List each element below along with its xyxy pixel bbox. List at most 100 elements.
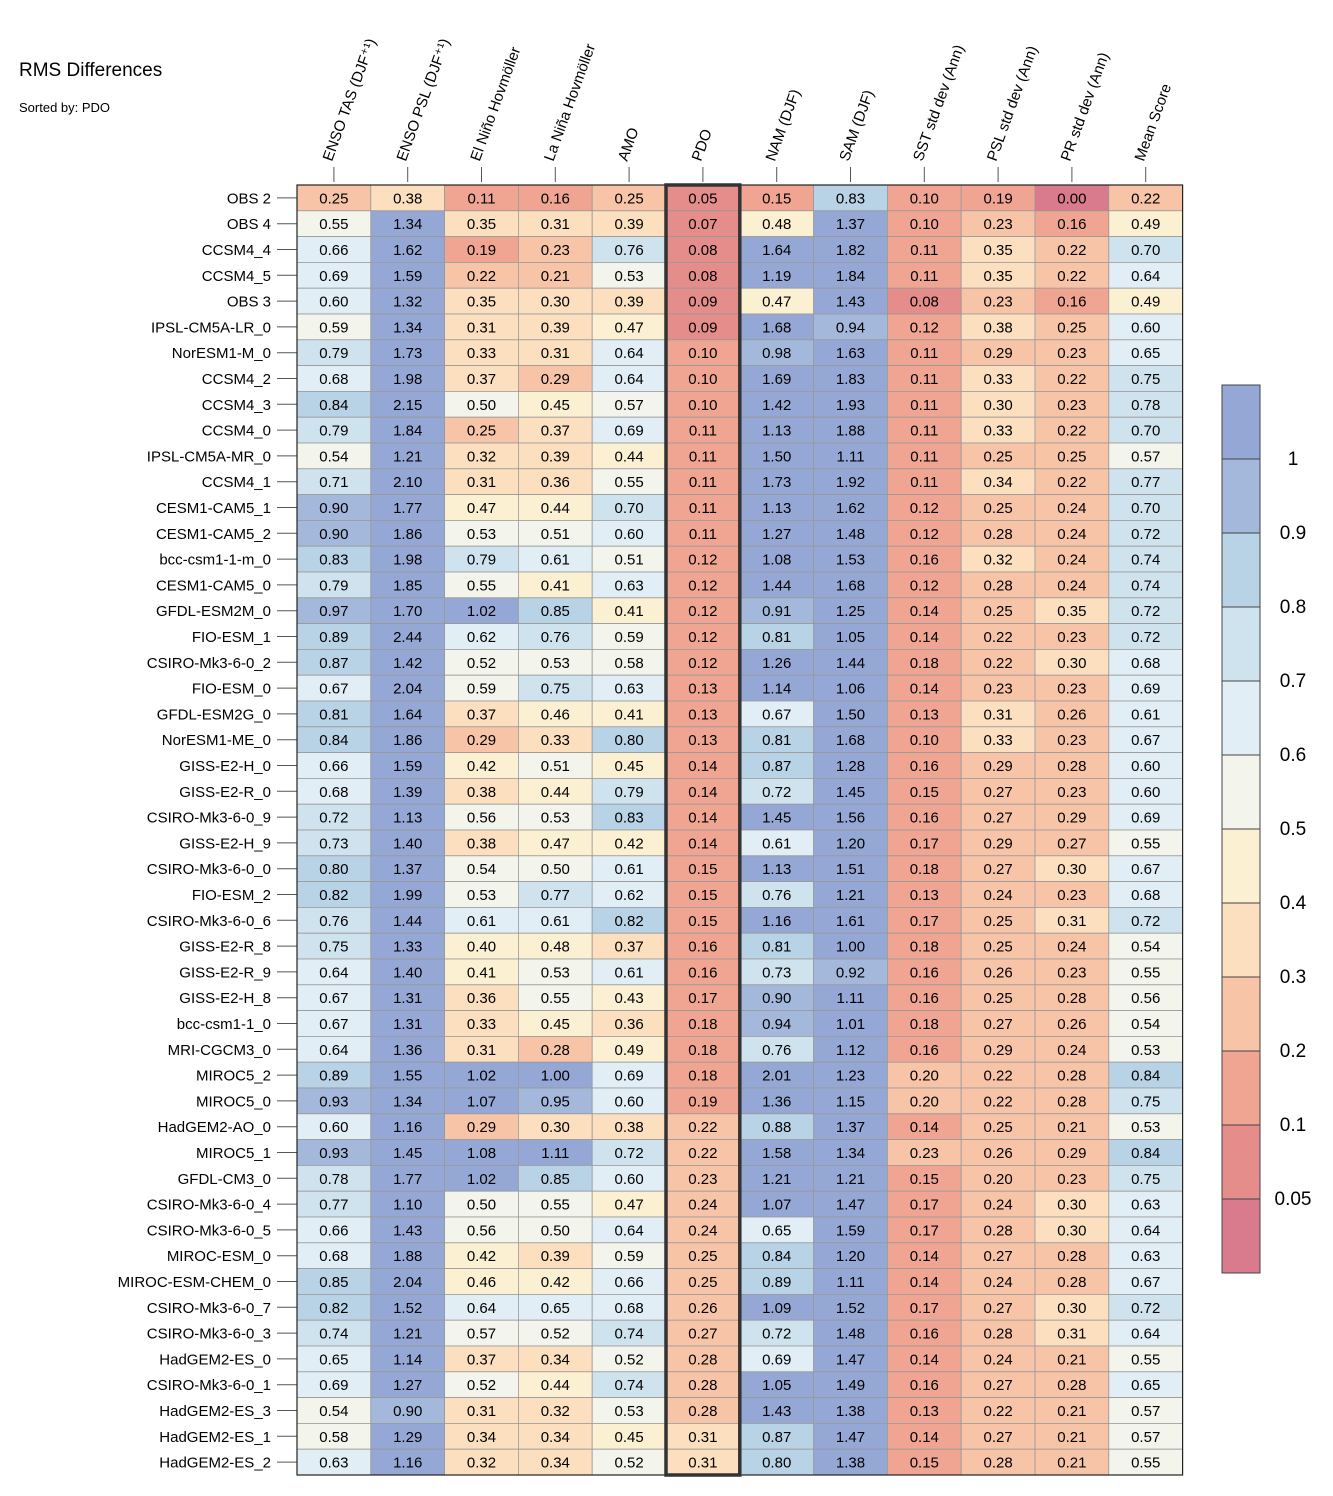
cell-value: 0.60 xyxy=(614,526,643,543)
cell-value: 0.09 xyxy=(688,319,717,336)
heatmap-cell xyxy=(960,1294,1036,1321)
heatmap-cell xyxy=(960,1061,1036,1089)
cell-value: 1.16 xyxy=(393,1119,422,1136)
cell-value: 0.56 xyxy=(467,1222,496,1239)
cell-value: 1.34 xyxy=(393,216,422,233)
heatmap-cell xyxy=(739,1242,814,1270)
heatmap-cell xyxy=(960,778,1036,805)
cell-value: 0.22 xyxy=(1057,423,1086,440)
cell-value: 0.55 xyxy=(319,216,348,233)
cell-value: 0.67 xyxy=(762,706,791,723)
cell-value: 0.84 xyxy=(1131,1145,1160,1162)
cell-value: 0.76 xyxy=(541,629,570,646)
cell-value: 0.21 xyxy=(1057,1119,1086,1136)
cell-value: 0.25 xyxy=(983,990,1012,1007)
cell-value: 0.34 xyxy=(467,1429,496,1446)
cell-value: 0.31 xyxy=(467,1042,496,1059)
cell-value: 0.23 xyxy=(983,681,1012,698)
heatmap-cell xyxy=(591,932,667,960)
cell-value: 0.31 xyxy=(688,1429,717,1446)
heatmap-cell xyxy=(1034,339,1110,366)
cell-value: 1.82 xyxy=(836,242,865,259)
heatmap-cell xyxy=(518,1113,593,1141)
heatmap-cell xyxy=(1108,1345,1184,1373)
cell-value: 0.15 xyxy=(688,913,717,930)
heatmap-cell xyxy=(887,1139,962,1166)
cell-value: 0.22 xyxy=(983,1093,1012,1110)
heatmap-cell xyxy=(665,1061,741,1089)
heatmap-cell xyxy=(1034,520,1110,547)
cell-value: 0.54 xyxy=(467,861,496,878)
cell-value: 0.23 xyxy=(1057,397,1086,414)
row-label: CESM1-CAM5_0 xyxy=(156,577,271,594)
cell-value: 0.28 xyxy=(541,1042,570,1059)
cell-value: 0.11 xyxy=(689,500,717,517)
heatmap-cell xyxy=(960,1345,1036,1373)
cell-value: 0.29 xyxy=(1057,810,1086,827)
heatmap-cell xyxy=(887,1165,962,1192)
cell-value: 0.50 xyxy=(467,397,496,414)
cell-value: 0.24 xyxy=(1057,1042,1086,1059)
cell-value: 0.70 xyxy=(1131,423,1160,440)
cell-value: 1.44 xyxy=(762,577,791,594)
cell-value: 1.07 xyxy=(467,1093,496,1110)
cell-value: 0.60 xyxy=(1131,758,1160,775)
cell-value: 0.42 xyxy=(541,1274,570,1291)
cell-value: 1.13 xyxy=(393,810,422,827)
cell-value: 0.77 xyxy=(541,887,570,904)
row-label: CSIRO-Mk3-6-0_3 xyxy=(147,1326,271,1343)
cell-value: 0.43 xyxy=(614,990,643,1007)
heatmap-cell xyxy=(1034,210,1110,238)
cell-value: 0.68 xyxy=(1131,655,1160,672)
cell-value: 0.10 xyxy=(688,397,717,414)
cell-value: 0.68 xyxy=(1131,887,1160,904)
cell-value: 0.38 xyxy=(614,1119,643,1136)
cell-value: 0.23 xyxy=(541,242,570,259)
cell-value: 0.38 xyxy=(467,784,496,801)
cell-value: 0.23 xyxy=(910,1145,939,1162)
heatmap-cell xyxy=(370,726,445,753)
cell-value: 0.79 xyxy=(319,423,348,440)
heatmap-cell xyxy=(665,210,741,238)
cell-value: 1.08 xyxy=(467,1145,496,1162)
cell-value: 0.29 xyxy=(467,1119,496,1136)
cell-value: 0.14 xyxy=(910,1119,939,1136)
heatmap-cell xyxy=(591,803,667,831)
row-label: FIO-ESM_0 xyxy=(192,681,271,698)
heatmap-cell xyxy=(813,1294,888,1321)
heatmap-cell xyxy=(887,1190,962,1218)
row-label: CCSM4_4 xyxy=(202,242,271,259)
cell-value: 0.55 xyxy=(541,1197,570,1214)
cell-value: 0.53 xyxy=(614,1403,643,1420)
cell-value: 0.30 xyxy=(1057,861,1086,878)
cell-value: 1.88 xyxy=(836,423,865,440)
cell-value: 0.81 xyxy=(762,939,791,956)
cell-value: 0.60 xyxy=(1131,319,1160,336)
heatmap-cell xyxy=(739,545,814,573)
cell-value: 0.53 xyxy=(467,887,496,904)
cell-value: 0.22 xyxy=(688,1145,717,1162)
heatmap-cell xyxy=(813,623,888,650)
cell-value: 0.60 xyxy=(1131,784,1160,801)
row-label: CSIRO-Mk3-6-0_2 xyxy=(147,655,271,672)
cell-value: 0.53 xyxy=(541,810,570,827)
cell-value: 0.27 xyxy=(983,784,1012,801)
cell-value: 0.30 xyxy=(541,1119,570,1136)
cell-value: 0.42 xyxy=(467,1248,496,1265)
heatmap-cell xyxy=(960,210,1036,238)
heatmap-cell xyxy=(518,778,593,805)
cell-value: 0.36 xyxy=(467,990,496,1007)
row-label: CSIRO-Mk3-6-0_5 xyxy=(147,1222,271,1239)
cell-value: 0.25 xyxy=(688,1274,717,1291)
cell-value: 0.23 xyxy=(1057,732,1086,749)
cell-value: 0.52 xyxy=(467,655,496,672)
heatmap-cell xyxy=(813,1397,888,1424)
heatmap-cell xyxy=(591,545,667,573)
cell-value: 0.10 xyxy=(688,345,717,362)
cell-value: 0.68 xyxy=(319,1248,348,1265)
heatmap-cell xyxy=(887,365,962,392)
cell-value: 0.14 xyxy=(910,1248,939,1265)
cell-value: 0.22 xyxy=(688,1119,717,1136)
cell-value: 0.26 xyxy=(983,964,1012,981)
